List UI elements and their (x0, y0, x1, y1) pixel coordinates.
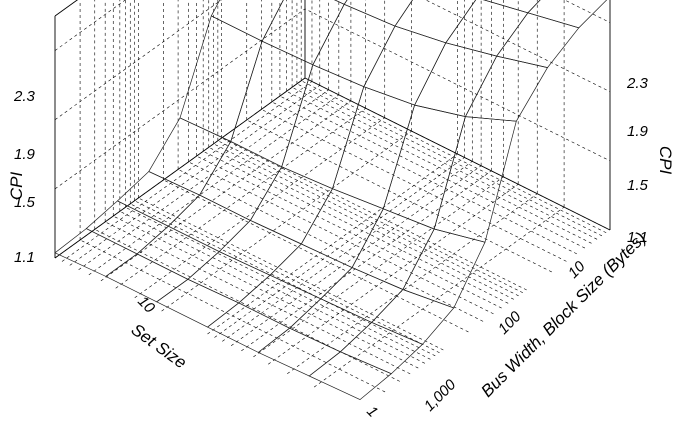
floor-uline-22 (286, 91, 592, 244)
surface-patch-0-7 (308, 351, 392, 401)
surface-patch-5-4 (148, 117, 232, 196)
surface-patch-5-3 (179, 15, 263, 142)
surface-patch-0-0 (527, 0, 608, 29)
y-tick-100: 100 (495, 308, 525, 338)
z-tick-right-1.5: 1.5 (627, 177, 649, 194)
surface-layer (54, 0, 608, 401)
floor-vline-1 (287, 193, 538, 374)
floor-vline-3 (253, 176, 504, 358)
surface-patch-5-6 (85, 200, 169, 255)
surface-patch-3-7 (156, 278, 240, 328)
floor-vline-6 (222, 161, 473, 342)
frame-line-5 (54, 77, 306, 259)
x-axis-title: Set Size (128, 320, 190, 373)
surface-patch-0-6 (339, 321, 424, 375)
floor-uline-23 (291, 87, 598, 240)
surface-patch-0-2 (464, 55, 549, 122)
floor-vline-4 (241, 170, 492, 352)
surface-patch-2-4 (300, 188, 384, 269)
surface-patch-5-2 (210, 0, 284, 42)
surface-patch-4-1 (334, 0, 348, 5)
floor-uline-25 (301, 80, 607, 234)
z-tick-left-1.9: 1.9 (14, 146, 36, 163)
surface-patch-2-1 (394, 0, 477, 44)
floor-uline-24 (296, 83, 603, 237)
surface-patch-1-6 (288, 298, 373, 353)
y-axis-title: Bus Width, Block Size (Bytes) (477, 229, 649, 401)
x-tick-10: 10 (134, 293, 158, 317)
floor-uline-14 (208, 147, 514, 300)
floor-vline-5 (230, 165, 482, 347)
floor-uline-15 (213, 143, 519, 297)
surface-patch-3-2 (312, 3, 396, 88)
floor-vline-8 (207, 153, 458, 335)
y-tick-1000: 1,000 (421, 376, 460, 415)
z-tick-right-1.9: 1.9 (627, 123, 649, 140)
surface-patch-0-1 (496, 12, 580, 68)
surface-patch-3-6 (187, 251, 271, 304)
floor-vline-2 (268, 183, 519, 365)
surface-patch-4-2 (261, 0, 345, 66)
z-axis-title-left: CPI (7, 172, 26, 201)
surface-patch-5-5 (116, 171, 201, 227)
z-axis-title-right: CPI (656, 146, 675, 175)
floor-vline-13 (88, 94, 340, 276)
z-tick-right-1.1: 1.1 (627, 229, 648, 246)
x-tick-1: 1 (363, 403, 381, 421)
z-tick-left-2.3: 2.3 (13, 88, 36, 105)
z-gridline-3 (54, 0, 611, 51)
surface-patch-0-3 (433, 116, 517, 243)
floor-vline-14 (78, 89, 329, 271)
surface-patch-5-7 (54, 228, 138, 277)
floor-uline-20 (271, 101, 577, 255)
floor-vline-7 (214, 157, 465, 338)
z-tick-right-2.3: 2.3 (626, 75, 649, 92)
floor-vline-16 (61, 81, 313, 262)
surface-patch-0-5 (371, 289, 455, 345)
z-tick-left-1.5: 1.5 (14, 194, 36, 211)
floor-uline-3 (113, 215, 419, 369)
surface-patch-2-6 (238, 274, 322, 329)
z-gridline-1 (54, 8, 611, 190)
surface-patch-1-1 (445, 0, 529, 57)
surface-patch-2-5 (269, 243, 353, 300)
label-layer: 2.3 1.9 1.5 1.1 2.3 1.9 1.5 1.1 CPI CPI … (7, 75, 675, 421)
surface-patch-2-7 (206, 302, 291, 353)
surface-patch-2-2 (363, 25, 447, 106)
grid-layer (54, 0, 611, 393)
z-tick-left-1.1: 1.1 (14, 249, 35, 266)
surface-patch-1-3 (382, 104, 466, 230)
frame-line-3 (54, 0, 78, 17)
floor-vline-15 (69, 85, 320, 266)
surface-patch-1-7 (257, 327, 342, 377)
surface-patch-0-4 (402, 228, 486, 309)
